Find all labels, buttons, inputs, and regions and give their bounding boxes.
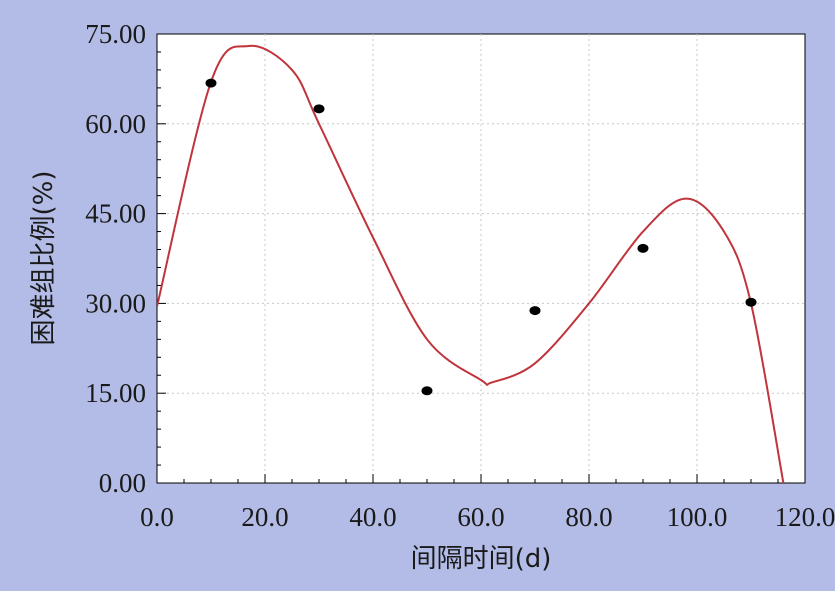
fit-curve-series <box>157 44 785 484</box>
axes: 0.0 20.0 40.0 60.0 80.0 100.0 120.0 0.00 15.00 30… <box>85 19 835 532</box>
y-tick-label: 75.00 <box>85 19 146 49</box>
x-tick-label: 60.0 <box>457 502 504 532</box>
y-tick-label: 45.00 <box>85 199 146 229</box>
y-tick-label: 30.00 <box>85 288 146 318</box>
data-point <box>745 297 757 307</box>
data-points-series <box>205 78 757 396</box>
y-tick-label: 0.00 <box>99 468 146 498</box>
x-tick-label: 0.0 <box>140 502 174 532</box>
data-point <box>529 306 541 316</box>
x-tick-label: 80.0 <box>565 502 612 532</box>
x-tick-label: 100.0 <box>667 502 728 532</box>
data-point <box>313 104 325 114</box>
y-axis-title: 困难组比例(%) <box>29 171 59 346</box>
plot-area <box>156 33 806 484</box>
y-tick-label: 60.00 <box>85 109 146 139</box>
data-point <box>637 243 649 253</box>
x-tick-label: 20.0 <box>241 502 288 532</box>
x-tick-label: 40.0 <box>349 502 396 532</box>
y-tick-label: 15.00 <box>85 378 146 408</box>
grid <box>157 34 805 483</box>
x-axis-title: 间隔时间(d) <box>411 544 552 574</box>
fit-curve-line <box>157 44 785 484</box>
x-tick-label: 120.0 <box>775 502 835 532</box>
data-point <box>421 386 433 396</box>
data-point <box>205 78 217 88</box>
